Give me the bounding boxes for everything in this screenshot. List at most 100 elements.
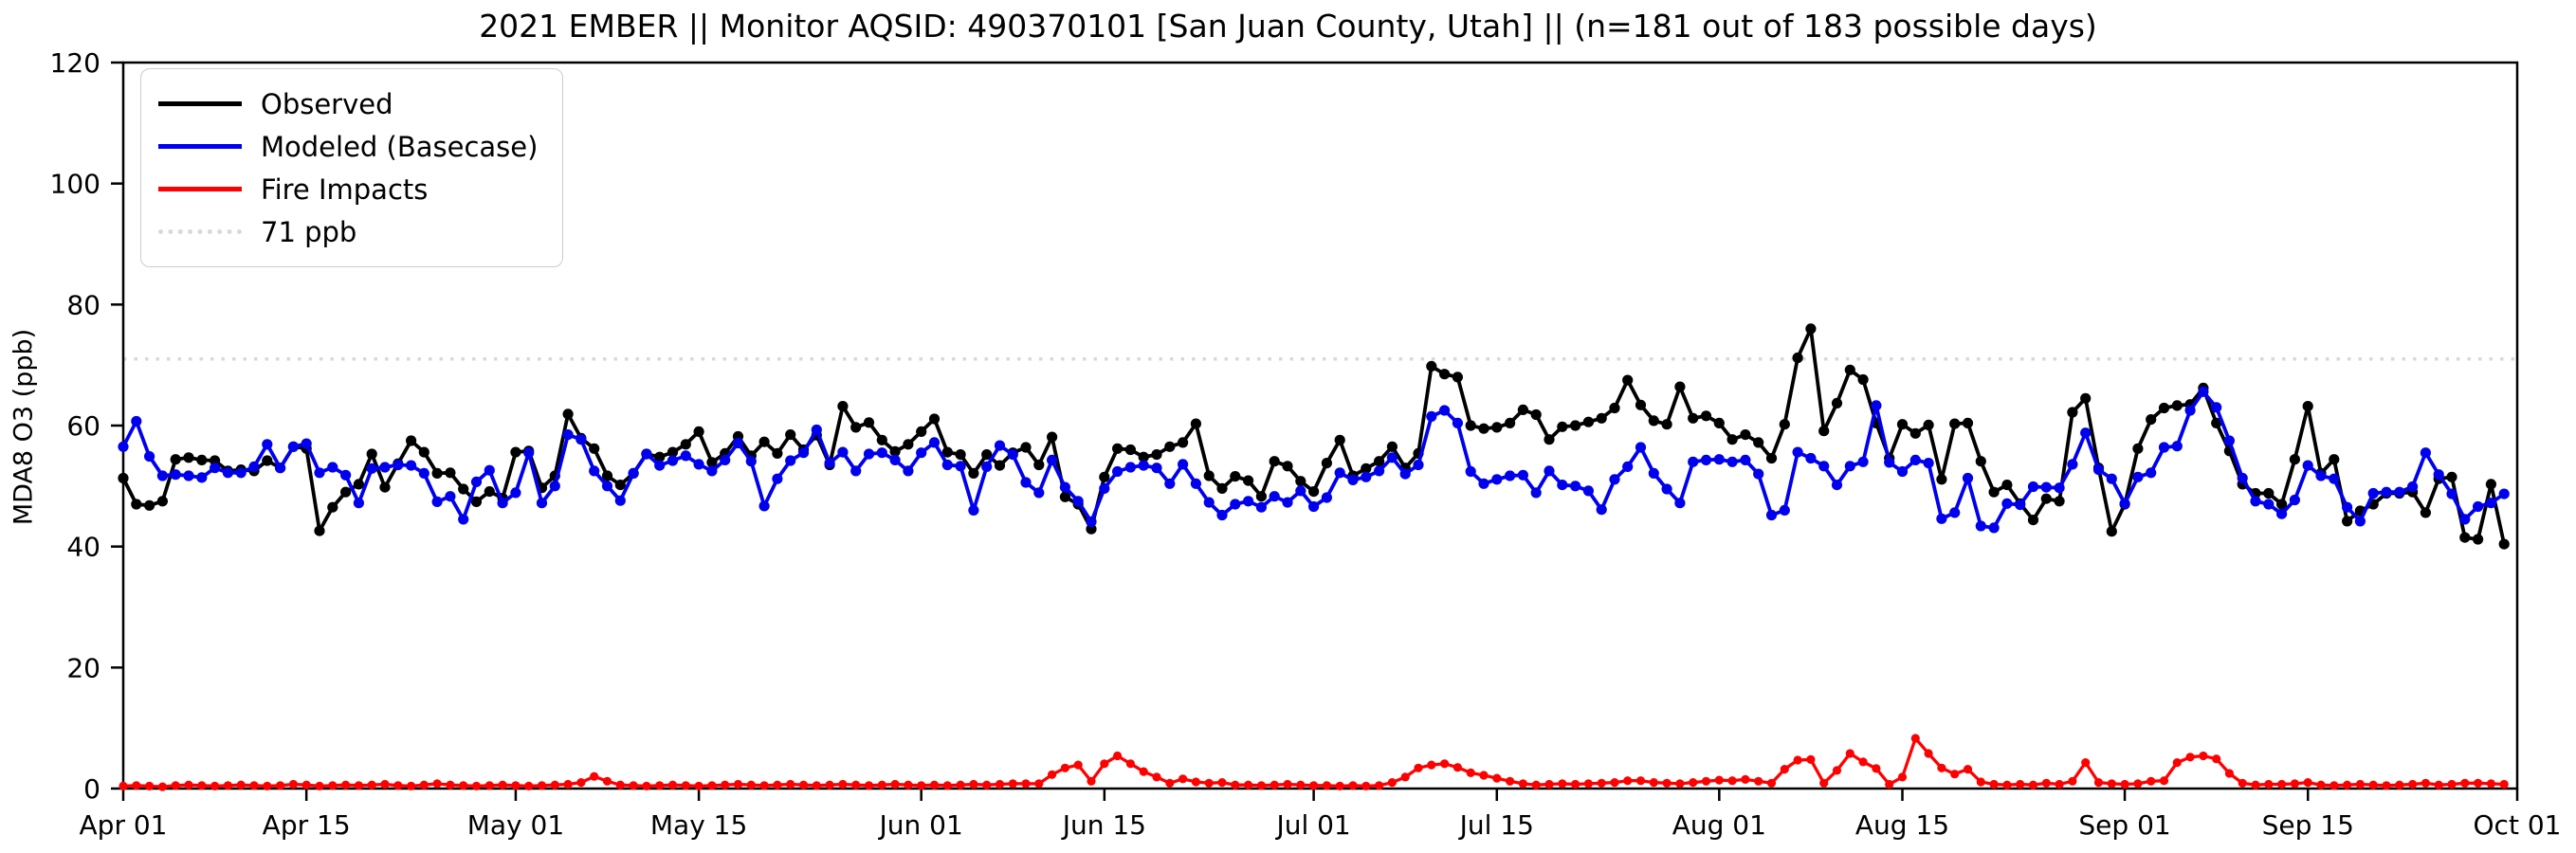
data-point bbox=[393, 781, 403, 790]
data-point bbox=[1727, 776, 1737, 786]
data-point bbox=[2343, 780, 2352, 789]
chart-title: 2021 EMBER || Monitor AQSID: 490370101 [… bbox=[479, 8, 2097, 45]
data-point bbox=[1400, 772, 1410, 782]
data-point bbox=[498, 780, 507, 789]
data-point bbox=[2263, 487, 2275, 499]
data-point bbox=[1544, 465, 1555, 477]
data-point bbox=[1165, 778, 1175, 788]
data-point bbox=[275, 463, 286, 474]
data-point bbox=[956, 780, 965, 789]
data-point bbox=[1531, 780, 1541, 789]
data-point bbox=[2407, 481, 2419, 493]
data-point bbox=[929, 780, 940, 789]
x-tick-label: Jul 15 bbox=[1458, 809, 1534, 841]
data-point bbox=[1283, 779, 1292, 789]
legend-label: Fire Impacts bbox=[261, 172, 429, 206]
data-point bbox=[1190, 418, 1201, 429]
data-point bbox=[628, 467, 639, 479]
data-point bbox=[1583, 779, 1593, 789]
data-point bbox=[1936, 474, 1947, 485]
data-point bbox=[2498, 538, 2510, 550]
data-point bbox=[1923, 419, 1934, 430]
data-point bbox=[2250, 496, 2261, 507]
data-point bbox=[2434, 780, 2443, 789]
series-fire-impacts bbox=[119, 734, 2509, 791]
data-point bbox=[1988, 486, 2000, 498]
data-point bbox=[2223, 435, 2235, 446]
data-point bbox=[196, 472, 208, 483]
data-point bbox=[1570, 420, 1581, 431]
data-point bbox=[301, 438, 312, 449]
data-point bbox=[1857, 456, 1869, 467]
data-point bbox=[2264, 779, 2274, 789]
data-point bbox=[2460, 778, 2470, 788]
data-point bbox=[1414, 763, 1423, 772]
data-point bbox=[2171, 441, 2183, 452]
data-point bbox=[1321, 492, 1332, 503]
data-point bbox=[536, 498, 548, 509]
data-point bbox=[589, 465, 600, 477]
data-point bbox=[2302, 460, 2313, 471]
data-point bbox=[1033, 459, 1045, 471]
data-point bbox=[1871, 400, 1882, 411]
data-point bbox=[1949, 507, 1961, 518]
legend-label: Modeled (Basecase) bbox=[261, 130, 539, 163]
data-point bbox=[706, 465, 718, 477]
data-point bbox=[2251, 780, 2260, 789]
data-point bbox=[1138, 451, 1149, 463]
data-point bbox=[863, 448, 875, 460]
data-point bbox=[614, 480, 626, 491]
data-point bbox=[2447, 779, 2457, 789]
data-point bbox=[144, 499, 155, 511]
data-point bbox=[2382, 781, 2391, 790]
data-point bbox=[1962, 472, 1974, 484]
data-point bbox=[1321, 458, 1332, 469]
data-point bbox=[262, 455, 273, 466]
data-point bbox=[889, 454, 901, 465]
legend-line-sample bbox=[158, 187, 242, 191]
data-point bbox=[524, 781, 534, 791]
data-point bbox=[745, 456, 757, 467]
data-point bbox=[1766, 778, 1777, 788]
data-point bbox=[824, 458, 835, 469]
data-point bbox=[2054, 496, 2065, 507]
data-point bbox=[812, 781, 821, 790]
data-point bbox=[1243, 496, 1254, 507]
data-point bbox=[1505, 417, 1516, 428]
data-point bbox=[2106, 473, 2117, 484]
data-point bbox=[2290, 779, 2299, 789]
data-point bbox=[1099, 482, 1110, 494]
data-point bbox=[1151, 449, 1162, 461]
data-point bbox=[562, 408, 574, 420]
data-point bbox=[2316, 780, 2326, 789]
data-point bbox=[1452, 372, 1463, 383]
data-point bbox=[1910, 734, 1920, 743]
data-point bbox=[1818, 426, 1830, 437]
data-point bbox=[2158, 442, 2170, 453]
data-point bbox=[1021, 779, 1031, 789]
data-point bbox=[1361, 781, 1371, 791]
data-point bbox=[928, 437, 941, 448]
data-point bbox=[2329, 781, 2339, 790]
data-point bbox=[1296, 780, 1306, 789]
data-point bbox=[170, 454, 181, 465]
data-point bbox=[1125, 759, 1135, 769]
data-point bbox=[340, 469, 352, 481]
data-point bbox=[1255, 491, 1267, 502]
data-point bbox=[1713, 417, 1725, 428]
data-point bbox=[131, 415, 142, 427]
data-point bbox=[1295, 476, 1306, 487]
data-point bbox=[2446, 471, 2457, 482]
data-point bbox=[249, 781, 259, 790]
data-point bbox=[1439, 369, 1451, 380]
data-point bbox=[1884, 457, 1895, 468]
x-tick-label: Oct 01 bbox=[2474, 809, 2562, 841]
data-point bbox=[1361, 463, 1372, 474]
data-point bbox=[1648, 415, 1659, 426]
data-point bbox=[144, 451, 155, 463]
data-point bbox=[2289, 454, 2300, 465]
data-point bbox=[340, 486, 352, 498]
data-point bbox=[210, 455, 221, 466]
data-point bbox=[511, 781, 521, 790]
data-point bbox=[1099, 471, 1110, 482]
